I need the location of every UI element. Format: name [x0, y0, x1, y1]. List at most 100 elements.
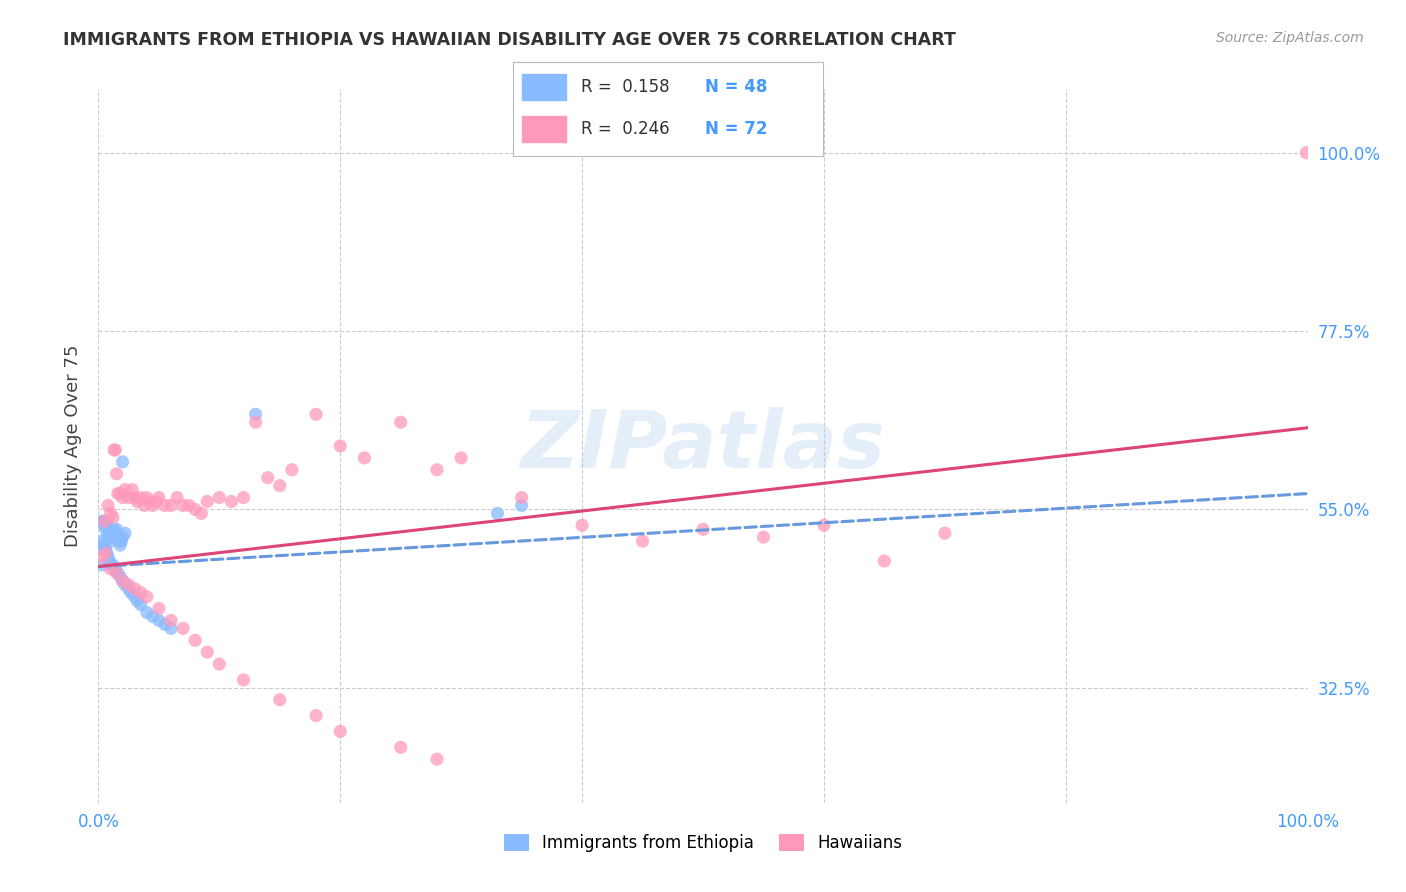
Point — [195, 494, 218, 508]
Point — [114, 483, 136, 497]
Point — [96, 546, 118, 560]
Bar — [523, 116, 565, 142]
Point — [114, 526, 136, 541]
Point — [91, 514, 114, 528]
Point — [389, 740, 412, 755]
Point — [100, 526, 122, 541]
Point — [104, 562, 127, 576]
Point — [111, 455, 134, 469]
Point — [114, 578, 136, 592]
Point — [184, 633, 207, 648]
Point — [104, 526, 127, 541]
Point — [110, 534, 132, 549]
Text: IMMIGRANTS FROM ETHIOPIA VS HAWAIIAN DISABILITY AGE OVER 75 CORRELATION CHART: IMMIGRANTS FROM ETHIOPIA VS HAWAIIAN DIS… — [63, 31, 956, 49]
Point — [329, 724, 352, 739]
Point — [353, 450, 375, 465]
Point — [127, 494, 149, 508]
Point — [245, 415, 267, 429]
Point — [97, 549, 120, 564]
Point — [269, 692, 291, 706]
Point — [107, 566, 129, 580]
Point — [120, 585, 142, 599]
Point — [450, 450, 472, 465]
Point — [172, 499, 194, 513]
Point — [103, 442, 125, 457]
Point — [160, 621, 183, 635]
Point — [221, 494, 243, 508]
Point — [208, 491, 231, 505]
Point — [148, 491, 170, 505]
Point — [107, 486, 129, 500]
Point — [305, 708, 328, 723]
Point — [124, 491, 146, 505]
Point — [101, 522, 124, 536]
Point — [91, 549, 114, 564]
Point — [813, 518, 835, 533]
Point — [752, 530, 775, 544]
Point — [208, 657, 231, 671]
Point — [153, 617, 176, 632]
Point — [118, 582, 141, 596]
Text: Source: ZipAtlas.com: Source: ZipAtlas.com — [1216, 31, 1364, 45]
Point — [184, 502, 207, 516]
Point — [124, 590, 146, 604]
Point — [100, 562, 122, 576]
Point — [160, 614, 183, 628]
Point — [510, 499, 533, 513]
Point — [153, 499, 176, 513]
Point — [108, 486, 131, 500]
Point — [97, 499, 120, 513]
Point — [256, 471, 278, 485]
Point — [91, 558, 114, 572]
Point — [135, 491, 157, 505]
Point — [91, 534, 114, 549]
Point — [108, 570, 131, 584]
Point — [101, 510, 124, 524]
Text: N = 48: N = 48 — [704, 78, 768, 95]
Point — [105, 522, 128, 536]
Y-axis label: Disability Age Over 75: Disability Age Over 75 — [63, 344, 82, 548]
Point — [138, 494, 160, 508]
Point — [108, 534, 131, 549]
Point — [510, 491, 533, 505]
Point — [1295, 145, 1317, 160]
Point — [98, 530, 121, 544]
Point — [142, 609, 165, 624]
Point — [111, 530, 134, 544]
Point — [105, 467, 128, 481]
Point — [124, 582, 146, 596]
Point — [91, 538, 114, 552]
Point — [426, 752, 449, 766]
Point — [329, 439, 352, 453]
Point — [97, 526, 120, 541]
Point — [135, 590, 157, 604]
Point — [269, 478, 291, 492]
Point — [195, 645, 218, 659]
Point — [486, 507, 509, 521]
Text: R =  0.158: R = 0.158 — [581, 78, 669, 95]
Text: ZIPatlas: ZIPatlas — [520, 407, 886, 485]
Point — [148, 601, 170, 615]
Point — [94, 522, 117, 536]
Point — [111, 574, 134, 588]
Point — [232, 673, 254, 687]
Point — [111, 491, 134, 505]
Point — [571, 518, 593, 533]
Point — [107, 530, 129, 544]
Point — [245, 407, 267, 421]
Point — [305, 407, 328, 421]
Point — [100, 534, 122, 549]
Point — [129, 598, 152, 612]
Point — [631, 534, 654, 549]
Point — [101, 558, 124, 572]
Point — [179, 499, 201, 513]
Point — [127, 593, 149, 607]
Point — [934, 526, 956, 541]
Text: R =  0.246: R = 0.246 — [581, 120, 669, 138]
Point — [166, 491, 188, 505]
Point — [160, 499, 183, 513]
Point — [111, 574, 134, 588]
Point — [142, 499, 165, 513]
Point — [135, 606, 157, 620]
Point — [98, 554, 121, 568]
